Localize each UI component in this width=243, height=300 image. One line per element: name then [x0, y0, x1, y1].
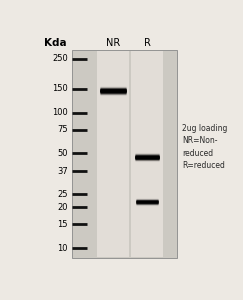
Text: Kda: Kda: [43, 38, 66, 47]
Text: 10: 10: [58, 244, 68, 253]
Text: 150: 150: [52, 84, 68, 93]
Text: 100: 100: [52, 108, 68, 117]
Text: 75: 75: [57, 125, 68, 134]
Text: 2ug loading
NR=Non-
reduced
R=reduced: 2ug loading NR=Non- reduced R=reduced: [182, 124, 227, 170]
Bar: [131, 51, 163, 256]
Text: 50: 50: [58, 149, 68, 158]
Bar: [97, 51, 129, 256]
Text: NR: NR: [106, 38, 120, 47]
Text: 15: 15: [58, 220, 68, 229]
Text: 20: 20: [58, 203, 68, 212]
Text: 25: 25: [58, 190, 68, 199]
Text: 250: 250: [52, 54, 68, 63]
Text: 37: 37: [57, 167, 68, 176]
Text: R: R: [144, 38, 151, 47]
Bar: [72, 50, 177, 258]
